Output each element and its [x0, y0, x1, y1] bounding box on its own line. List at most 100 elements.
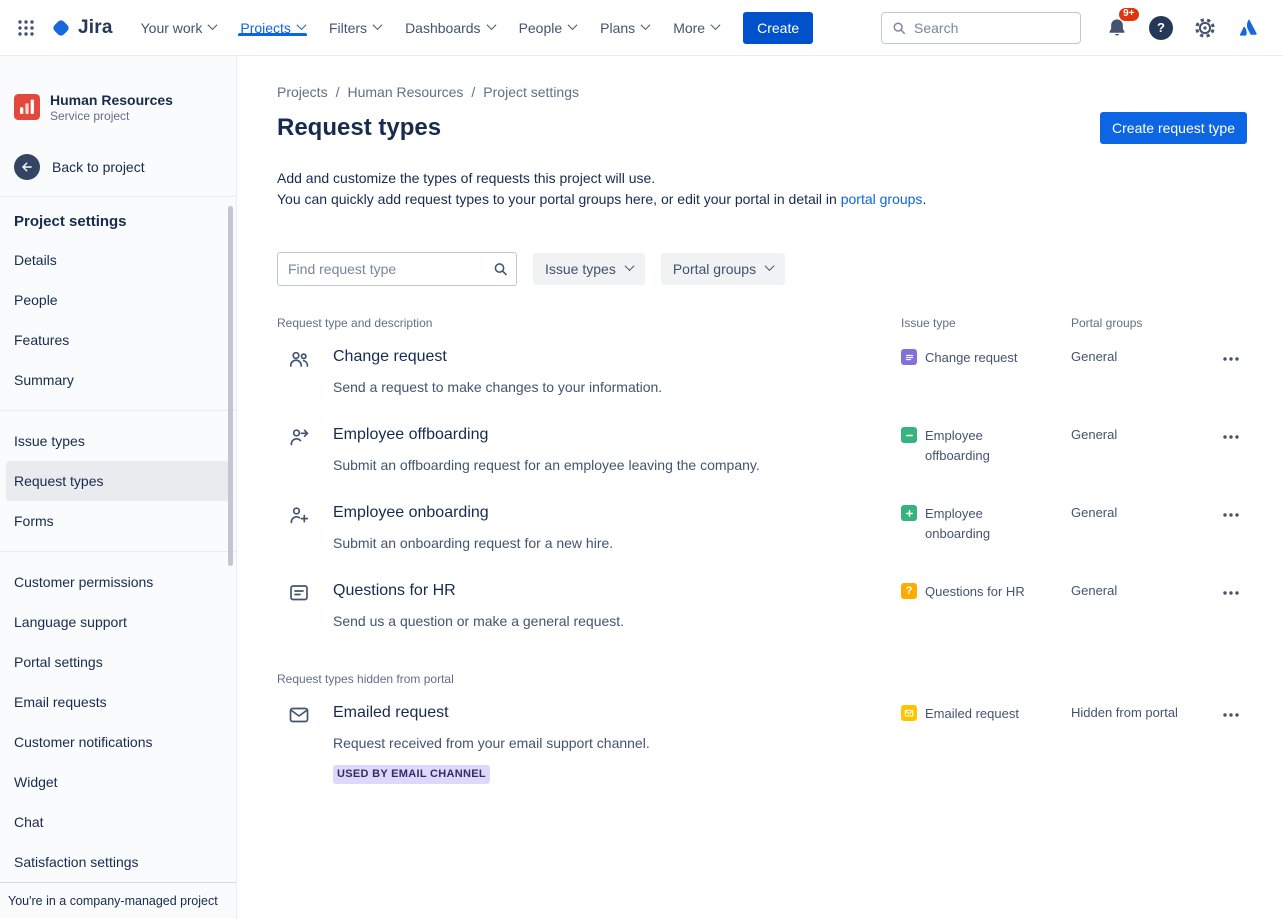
table-row: Employee onboarding Submit an onboarding… — [277, 486, 1247, 564]
more-actions-button[interactable] — [1215, 703, 1247, 727]
meatball-menu-icon — [1223, 591, 1239, 595]
nav-label: Plans — [600, 19, 636, 36]
sidebar-item-customer-permissions[interactable]: Customer permissions — [14, 574, 154, 590]
issue-type-question-icon: ? — [901, 583, 917, 599]
person-plus-icon — [290, 507, 309, 524]
nav-people[interactable]: People — [507, 20, 589, 36]
sidebar-item-features[interactable]: Features — [14, 332, 70, 348]
issue-type-email-icon — [901, 705, 917, 721]
global-search-input[interactable] — [914, 19, 1070, 36]
find-request-type-input[interactable] — [288, 261, 494, 277]
settings-button[interactable] — [1187, 10, 1223, 46]
project-name: Human Resources — [50, 91, 173, 108]
sidebar-item-email-requests[interactable]: Email requests — [14, 694, 107, 710]
sidebar-item-request-types[interactable]: Request types — [6, 461, 230, 501]
find-request-type-field[interactable] — [277, 252, 517, 286]
nav-your-work[interactable]: Your work — [129, 20, 229, 36]
breadcrumb: Projects / Human Resources / Project set… — [277, 84, 1247, 100]
issue-type-label: Employee offboarding — [925, 428, 990, 463]
sidebar-item-chat[interactable]: Chat — [14, 814, 44, 830]
meatball-menu-icon — [1223, 357, 1239, 361]
portal-group-label: General — [1071, 427, 1118, 442]
request-type-description: Request received from your email support… — [333, 735, 650, 751]
table-row: Questions for HR Send us a question or m… — [277, 564, 1247, 642]
breadcrumb-projects[interactable]: Projects — [277, 84, 328, 100]
description-line-2: You can quickly add request types to you… — [277, 189, 1247, 210]
atlassian-logo-icon — [1239, 19, 1257, 36]
sidebar-item-details[interactable]: Details — [14, 252, 57, 268]
notifications-button[interactable]: 9+ — [1099, 7, 1139, 46]
sidebar-group-types: Issue types Request types Forms — [0, 421, 236, 541]
portal-group-label: General — [1071, 349, 1118, 364]
back-label: Back to project — [52, 159, 145, 175]
jira-logo-text: Jira — [78, 16, 113, 38]
app-switcher-button[interactable] — [8, 10, 44, 46]
more-actions-button[interactable] — [1215, 347, 1247, 371]
portal-group-label: General — [1071, 505, 1118, 520]
help-icon: ? — [1149, 15, 1173, 40]
sidebar-item-language-support[interactable]: Language support — [14, 614, 127, 630]
chevron-down-icon — [640, 19, 651, 30]
sidebar-item-customer-notifications[interactable]: Customer notifications — [14, 734, 153, 750]
request-type-link[interactable]: Change request — [333, 348, 447, 365]
description-line-1: Add and customize the types of requests … — [277, 170, 656, 186]
nav-label: Dashboards — [405, 19, 481, 36]
breadcrumb-human-resources[interactable]: Human Resources — [347, 84, 464, 100]
nav-projects[interactable]: Projects — [228, 20, 317, 36]
jira-logo[interactable]: Jira — [46, 17, 127, 39]
portal-groups-link[interactable]: portal groups — [840, 191, 923, 207]
global-search[interactable] — [881, 11, 1081, 44]
sidebar-item-people[interactable]: People — [14, 292, 58, 308]
chevron-down-icon — [710, 19, 721, 30]
request-type-description: Submit an offboarding request for an emp… — [333, 457, 760, 473]
primary-nav: Your work Projects Filters Dashboards Pe… — [129, 20, 731, 36]
description-text: You can quickly add request types to you… — [277, 191, 841, 207]
more-actions-button[interactable] — [1215, 425, 1247, 449]
chevron-down-icon — [764, 261, 775, 272]
portal-groups-filter-dropdown[interactable]: Portal groups — [660, 253, 786, 285]
sidebar-group-general: Details People Features Summary — [0, 240, 236, 400]
request-type-link[interactable]: Emailed request — [333, 704, 449, 721]
request-types-page: Projects / Human Resources / Project set… — [237, 56, 1283, 919]
sidebar-item-satisfaction-settings[interactable]: Satisfaction settings — [14, 854, 139, 870]
sidebar-item-widget[interactable]: Widget — [14, 774, 58, 790]
request-type-link[interactable]: Employee onboarding — [333, 504, 489, 521]
gear-icon — [1195, 17, 1215, 38]
notification-badge: 9+ — [1118, 7, 1139, 21]
issue-type-onboarding-icon — [901, 505, 917, 521]
sidebar-scrollbar[interactable] — [228, 206, 233, 566]
create-button[interactable]: Create — [743, 11, 814, 44]
sidebar-item-summary[interactable]: Summary — [14, 372, 74, 388]
nav-dashboards[interactable]: Dashboards — [393, 20, 507, 36]
question-document-icon — [290, 585, 308, 601]
filter-bar: Issue types Portal groups — [277, 252, 1247, 286]
issue-types-filter-dropdown[interactable]: Issue types — [533, 253, 645, 285]
issue-type-label: Employee onboarding — [925, 506, 991, 541]
search-icon — [893, 22, 906, 34]
jira-logo-icon — [53, 19, 69, 36]
sidebar-item-issue-types[interactable]: Issue types — [14, 433, 85, 449]
sidebar-item-portal-settings[interactable]: Portal settings — [14, 654, 103, 670]
more-actions-button[interactable] — [1215, 581, 1247, 605]
sidebar-group-portal: Customer permissions Language support Po… — [0, 562, 236, 882]
more-actions-button[interactable] — [1215, 503, 1247, 527]
page-description: Add and customize the types of requests … — [277, 168, 1247, 210]
back-to-project-button[interactable]: Back to project — [0, 148, 236, 186]
table-row: Employee offboarding Submit an offboardi… — [277, 408, 1247, 486]
sidebar-item-forms[interactable]: Forms — [14, 513, 54, 529]
nav-plans[interactable]: Plans — [588, 20, 661, 36]
chevron-down-icon — [207, 19, 218, 30]
request-type-link[interactable]: Questions for HR — [333, 582, 456, 599]
atlassian-button[interactable] — [1231, 10, 1267, 46]
nav-more[interactable]: More — [661, 20, 731, 36]
breadcrumb-project-settings[interactable]: Project settings — [483, 84, 580, 100]
request-type-link[interactable]: Employee offboarding — [333, 426, 489, 443]
help-button[interactable]: ? — [1143, 10, 1179, 46]
column-request-type: Request type and description — [277, 316, 433, 330]
person-arrow-right-icon — [290, 429, 309, 446]
divider — [0, 410, 236, 411]
create-request-type-button[interactable]: Create request type — [1100, 112, 1247, 144]
nav-filters[interactable]: Filters — [317, 20, 393, 36]
column-issue-type: Issue type — [901, 316, 956, 330]
meatball-menu-icon — [1223, 513, 1239, 517]
